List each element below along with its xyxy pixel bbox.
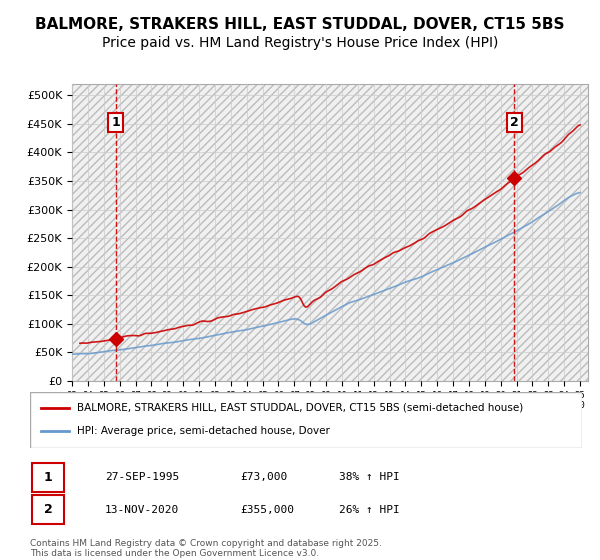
Text: Price paid vs. HM Land Registry's House Price Index (HPI): Price paid vs. HM Land Registry's House … — [102, 36, 498, 50]
Text: 2: 2 — [510, 116, 519, 129]
Text: BALMORE, STRAKERS HILL, EAST STUDDAL, DOVER, CT15 5BS (semi-detached house): BALMORE, STRAKERS HILL, EAST STUDDAL, DO… — [77, 403, 523, 413]
Text: 38% ↑ HPI: 38% ↑ HPI — [339, 472, 400, 482]
Text: 1: 1 — [111, 116, 120, 129]
Bar — [32, 463, 64, 492]
Bar — [32, 495, 64, 524]
Text: BALMORE, STRAKERS HILL, EAST STUDDAL, DOVER, CT15 5BS: BALMORE, STRAKERS HILL, EAST STUDDAL, DO… — [35, 17, 565, 32]
Text: 26% ↑ HPI: 26% ↑ HPI — [339, 505, 400, 515]
Text: 2: 2 — [44, 503, 52, 516]
Text: 13-NOV-2020: 13-NOV-2020 — [105, 505, 179, 515]
Text: Contains HM Land Registry data © Crown copyright and database right 2025.
This d: Contains HM Land Registry data © Crown c… — [30, 539, 382, 558]
Text: £355,000: £355,000 — [240, 505, 294, 515]
Text: 27-SEP-1995: 27-SEP-1995 — [105, 472, 179, 482]
Text: HPI: Average price, semi-detached house, Dover: HPI: Average price, semi-detached house,… — [77, 426, 330, 436]
Bar — [72, 84, 588, 381]
Text: 1: 1 — [44, 471, 52, 484]
Text: £73,000: £73,000 — [240, 472, 287, 482]
